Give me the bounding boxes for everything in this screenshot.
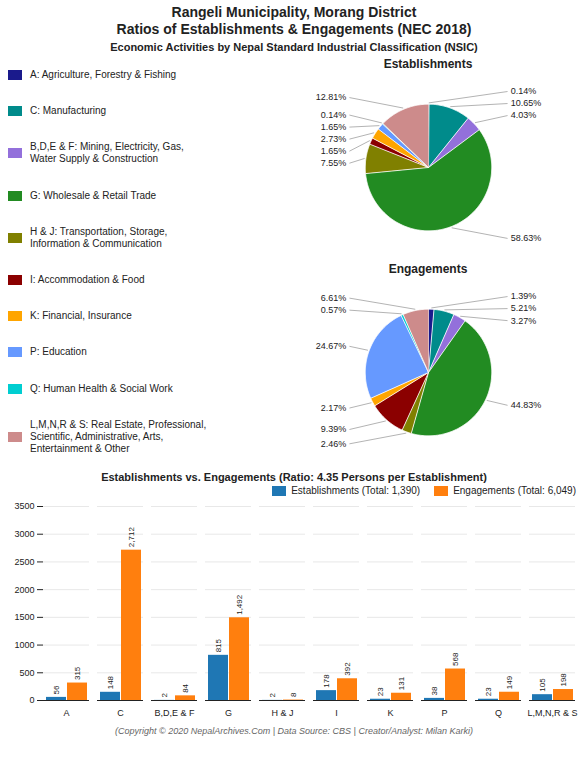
svg-text:H & J: H & J	[271, 708, 293, 718]
svg-text:1000: 1000	[14, 640, 34, 650]
svg-text:0: 0	[29, 695, 34, 705]
html-text:K: Financial, Insurance: K: Financial, Insurance	[30, 310, 132, 322]
svg-text:38: 38	[430, 686, 439, 695]
html-text:B,D,E & F: Mining, Electricity: B,D,E & F: Mining, Electricity, Gas, Wat…	[30, 141, 184, 165]
svg-text:2.46%: 2.46%	[321, 439, 347, 449]
svg-text:1.39%: 1.39%	[511, 291, 537, 301]
svg-text:0.57%: 0.57%	[321, 305, 347, 315]
svg-text:131: 131	[397, 676, 406, 690]
svg-text:3500: 3500	[14, 501, 34, 511]
svg-text:L,M,N,R & S: L,M,N,R & S	[527, 708, 577, 718]
svg-text:0.14%: 0.14%	[511, 86, 537, 96]
svg-text:P: P	[441, 708, 447, 718]
svg-text:A: A	[63, 708, 69, 718]
svg-text:2.17%: 2.17%	[321, 403, 347, 413]
svg-text:149: 149	[505, 675, 514, 689]
svg-text:1.65%: 1.65%	[321, 122, 347, 132]
html-text:(Copyright © 2020 NepalArchive: (Copyright © 2020 NepalArchives.Com | Da…	[115, 726, 473, 736]
svg-text:2500: 2500	[14, 557, 34, 567]
svg-text:4.03%: 4.03%	[511, 110, 537, 120]
svg-text:568: 568	[451, 652, 460, 666]
html-text:Establishments vs. Engagements: Establishments vs. Engagements (Ratio: 4…	[101, 471, 487, 483]
svg-text:8: 8	[289, 692, 298, 697]
svg-text:2: 2	[160, 692, 169, 697]
svg-text:148: 148	[106, 675, 115, 689]
svg-text:84: 84	[181, 683, 190, 692]
html-text:A: Agriculture, Forestry & Fis: A: Agriculture, Forestry & Fishing	[30, 69, 177, 81]
svg-text:23: 23	[376, 687, 385, 696]
html-text:I: Accommodation & Food: I: Accommodation & Food	[30, 274, 145, 285]
svg-text:24.67%: 24.67%	[316, 341, 347, 351]
svg-text:500: 500	[19, 668, 34, 678]
svg-text:0.14%: 0.14%	[321, 110, 347, 120]
svg-text:5.21%: 5.21%	[511, 303, 537, 313]
html-text:G: Wholesale & Retail Trade: G: Wholesale & Retail Trade	[30, 189, 157, 201]
svg-text:9.39%: 9.39%	[321, 424, 347, 434]
svg-text:I: I	[335, 708, 338, 718]
svg-text:2.73%: 2.73%	[321, 134, 347, 144]
svg-text:2: 2	[268, 692, 277, 697]
svg-text:56: 56	[52, 685, 61, 694]
html-text:C: Manufacturing: C: Manufacturing	[30, 105, 107, 117]
svg-text:C: C	[117, 708, 124, 718]
svg-text:198: 198	[559, 673, 568, 687]
html-text:H & J: Transportation, Storage: H & J: Transportation, Storage, Informat…	[30, 225, 168, 249]
svg-text:K: K	[387, 708, 393, 718]
html-text:L,M,N,R & S: Real Estate, Prof: L,M,N,R & S: Real Estate, Professional, …	[30, 418, 207, 454]
svg-text:1500: 1500	[14, 612, 34, 622]
html-text:Engagements: Engagements	[388, 262, 468, 276]
svg-text:815: 815	[214, 638, 223, 652]
svg-text:1.65%: 1.65%	[321, 146, 347, 156]
svg-text:392: 392	[343, 662, 352, 676]
svg-text:12.81%: 12.81%	[316, 92, 347, 102]
svg-text:10.65%: 10.65%	[511, 98, 542, 108]
html-text:Economic Activities by Nepal S: Economic Activities by Nepal Standard In…	[110, 41, 478, 53]
html-text:Engagements (Total: 6,049): Engagements (Total: 6,049)	[453, 485, 576, 496]
svg-text:105: 105	[538, 678, 547, 692]
svg-text:Q: Q	[495, 708, 502, 718]
svg-text:G: G	[225, 708, 232, 718]
html-text:Rangeli Municipality, Morang D: Rangeli Municipality, Morang District Ra…	[116, 4, 472, 37]
html-text:Establishments: Establishments	[383, 57, 473, 71]
svg-text:44.83%: 44.83%	[511, 400, 542, 410]
svg-text:1,492: 1,492	[235, 594, 244, 615]
svg-text:178: 178	[322, 674, 331, 688]
svg-text:58.63%: 58.63%	[511, 233, 542, 243]
html-text:Establishments (Total: 1,390): Establishments (Total: 1,390)	[291, 485, 421, 496]
html-text:P: Education: P: Education	[30, 346, 87, 358]
svg-text:23: 23	[484, 687, 493, 696]
svg-text:7.55%: 7.55%	[321, 158, 347, 168]
svg-text:3000: 3000	[14, 529, 34, 539]
svg-text:2000: 2000	[14, 585, 34, 595]
svg-text:6.61%: 6.61%	[321, 293, 347, 303]
html-text:Q: Human Health & Social Work: Q: Human Health & Social Work	[30, 382, 173, 394]
svg-text:3.27%: 3.27%	[511, 316, 537, 326]
svg-text:315: 315	[73, 666, 82, 680]
svg-text:2,712: 2,712	[127, 527, 136, 548]
svg-text:B,D,E & F: B,D,E & F	[154, 708, 195, 718]
